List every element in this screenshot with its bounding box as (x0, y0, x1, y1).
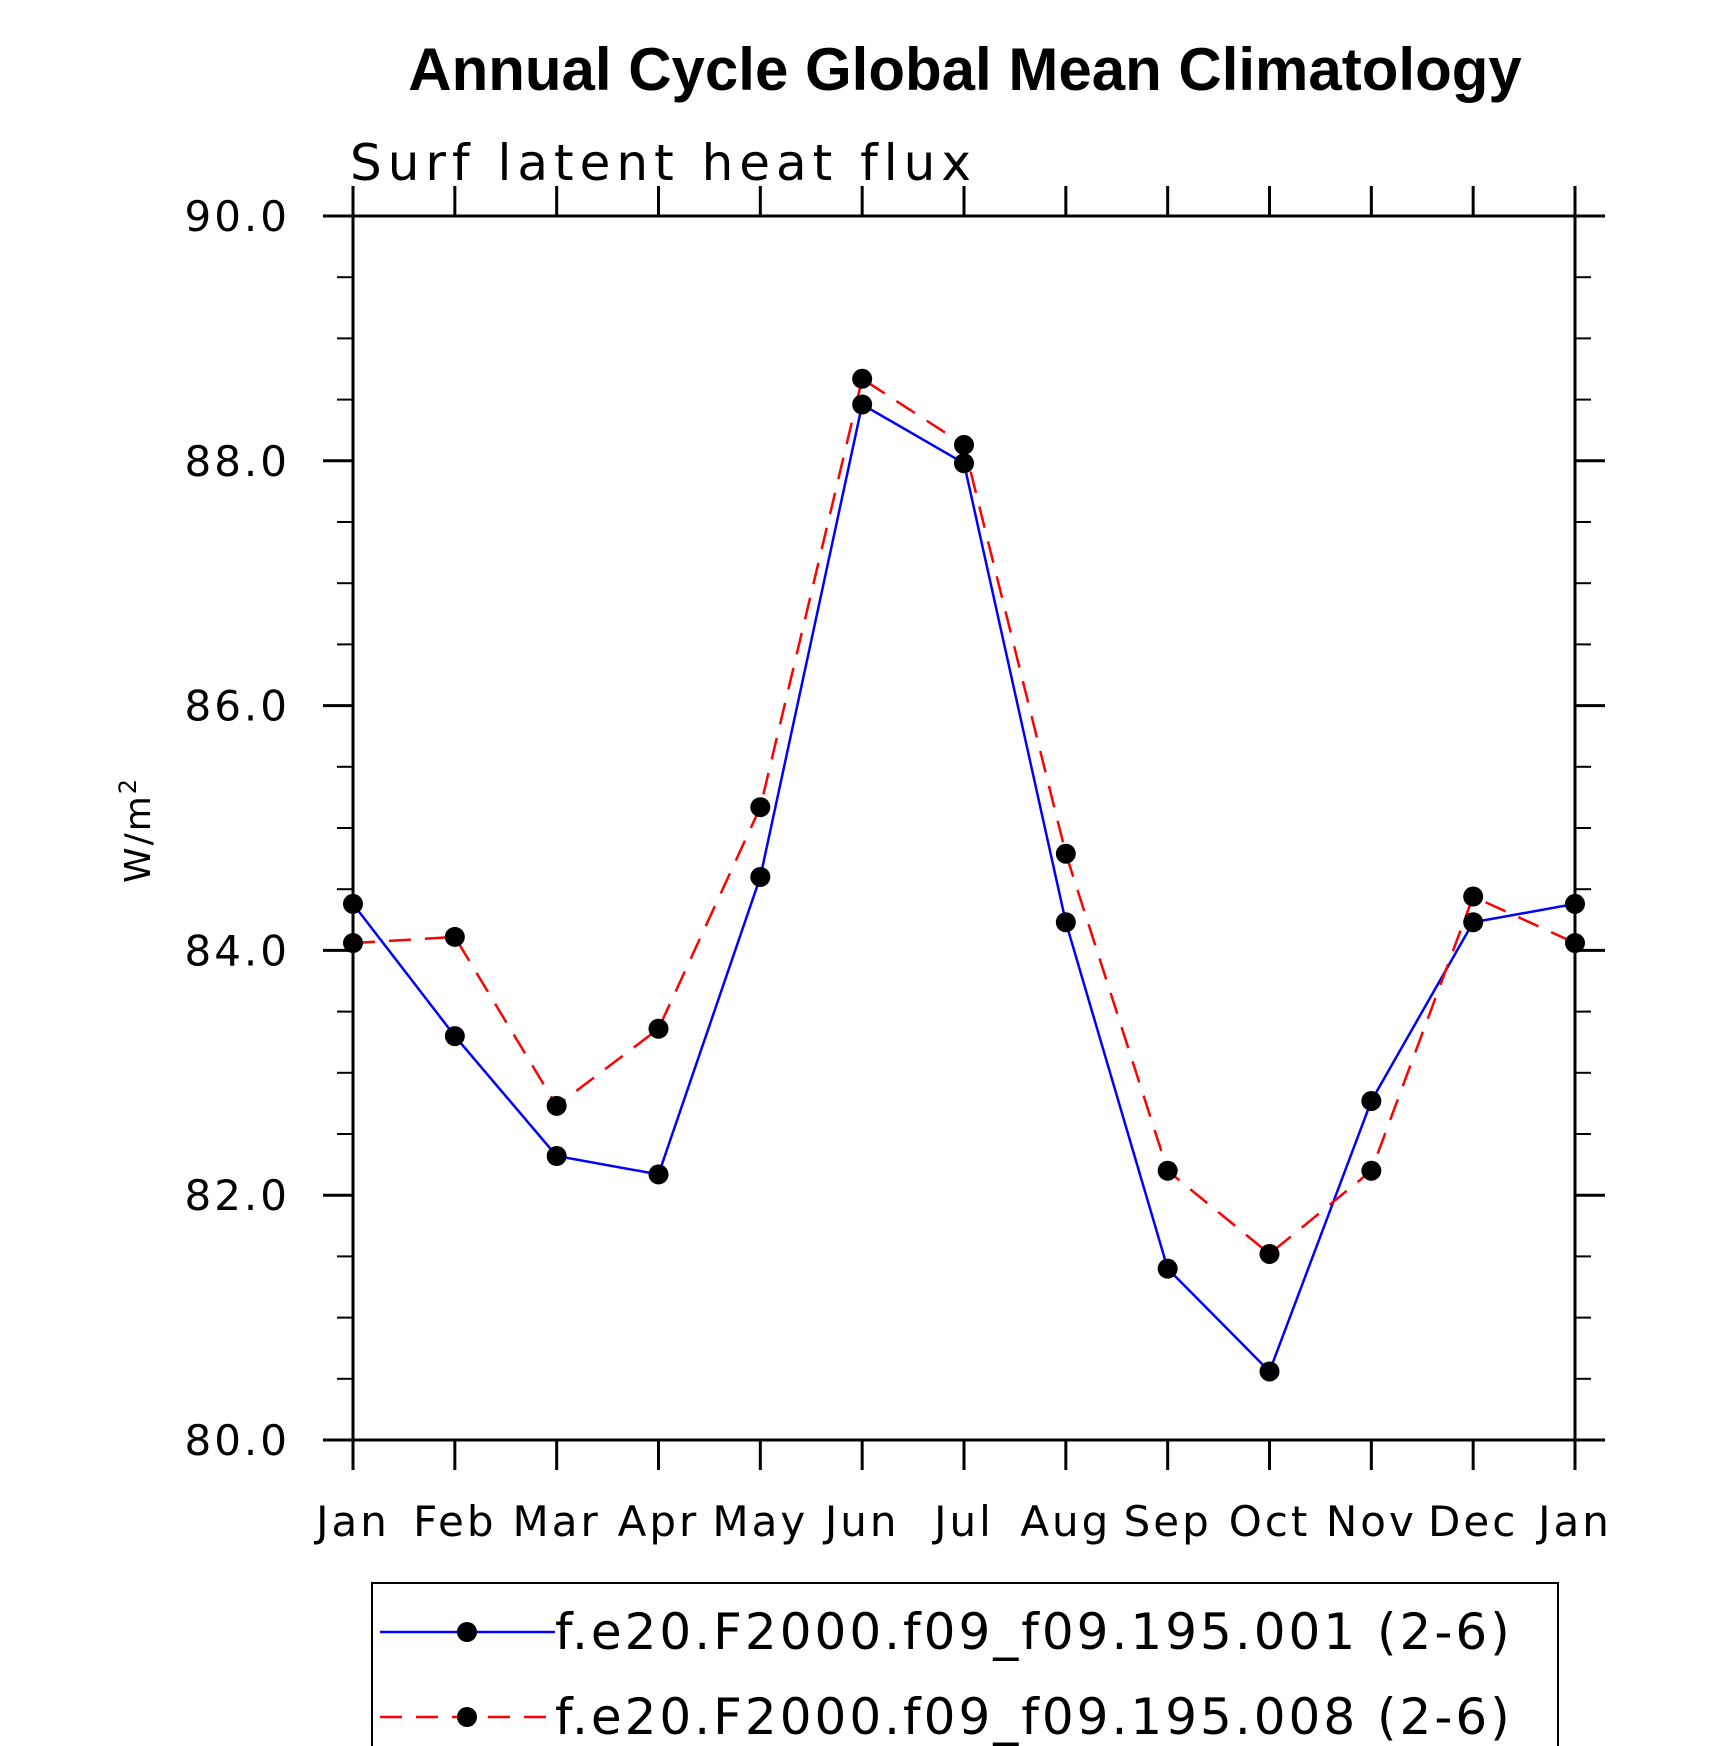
x-tick-label: Jan (1535, 1497, 1612, 1546)
x-tick-label: Aug (1020, 1497, 1111, 1546)
x-tick-label: Oct (1229, 1497, 1311, 1546)
svg-text:W/m2: W/m2 (114, 777, 159, 883)
y-tick-label: 88.0 (184, 437, 290, 486)
y-tick-label: 90.0 (184, 192, 290, 241)
series-line-2 (352, 376, 1576, 1256)
data-point-series-1 (1157, 1258, 1178, 1279)
x-tick-label: Nov (1326, 1497, 1417, 1546)
axis-ticks (323, 186, 1605, 1470)
series-line-1 (352, 402, 1576, 1374)
y-tick-label: 80.0 (184, 1416, 290, 1465)
y-tick-label: 84.0 (184, 926, 290, 975)
legend-box (371, 1582, 1559, 1746)
data-point-series-2 (546, 1095, 567, 1116)
data-point-series-2 (852, 368, 873, 389)
series-lines (352, 376, 1576, 1374)
data-point-series-1 (852, 394, 873, 415)
x-tick-label: Sep (1124, 1497, 1212, 1546)
y-tick-label: 82.0 (184, 1171, 290, 1220)
data-point-series-1 (1565, 893, 1585, 914)
data-point-series-2 (1463, 886, 1484, 907)
axis-tick-labels: Jan Feb Mar Apr May Jun Jul Aug Sep Oct Nov Dec Jan 8… (184, 192, 1612, 1546)
x-tick-label: Mar (513, 1497, 601, 1546)
legend-label-series-1: f.e20.F2000.f09_f09.195.001 (2-6) (555, 1603, 1513, 1661)
y-axis-label-main: W/m (118, 794, 159, 883)
data-point-series-1 (1055, 912, 1076, 933)
data-point-series-1 (648, 1164, 669, 1185)
data-point-series-2 (954, 434, 974, 455)
y-axis-label-superscript: 2 (114, 777, 142, 794)
data-point-series-2 (444, 926, 465, 947)
x-tick-label: Jan (313, 1497, 390, 1546)
data-point-series-1 (444, 1026, 465, 1047)
data-point-series-2 (1565, 933, 1585, 954)
data-point-series-1 (546, 1146, 567, 1167)
data-point-series-2 (1055, 843, 1076, 864)
x-tick-label: Dec (1428, 1497, 1518, 1546)
chart-subtitle: Surf latent heat flux (350, 134, 977, 192)
series-points (343, 368, 1585, 1382)
data-point-series-1 (343, 893, 363, 914)
data-point-series-2 (750, 797, 771, 818)
data-point-series-2 (648, 1018, 669, 1039)
data-point-series-2 (1259, 1243, 1280, 1264)
data-point-series-1 (1361, 1090, 1382, 1111)
data-point-series-1 (1259, 1361, 1280, 1382)
legend: f.e20.F2000.f09_f09.195.001 (2-6) f.e20.F… (371, 1582, 1559, 1746)
data-point-series-2 (1361, 1160, 1382, 1181)
x-tick-label: Jun (822, 1497, 900, 1546)
x-tick-label: Apr (618, 1497, 700, 1546)
data-point-series-2 (1157, 1160, 1178, 1181)
data-point-series-1 (954, 453, 974, 474)
chart-title: Annual Cycle Global Mean Climatology (408, 36, 1522, 103)
data-point-series-2 (343, 933, 363, 954)
y-tick-label: 86.0 (184, 682, 290, 731)
legend-label-series-2: f.e20.F2000.f09_f09.195.008 (2-6) (555, 1688, 1513, 1746)
legend-marker-series-2 (457, 1707, 477, 1727)
data-point-series-1 (750, 866, 771, 887)
legend-marker-series-1 (457, 1622, 477, 1642)
x-tick-label: May (712, 1497, 808, 1546)
data-point-series-1 (1463, 912, 1484, 933)
plot-frame (351, 214, 1577, 1442)
x-tick-label: Jul (931, 1497, 994, 1546)
x-tick-label: Feb (413, 1497, 496, 1546)
y-axis-label: W/m2 (114, 777, 159, 883)
